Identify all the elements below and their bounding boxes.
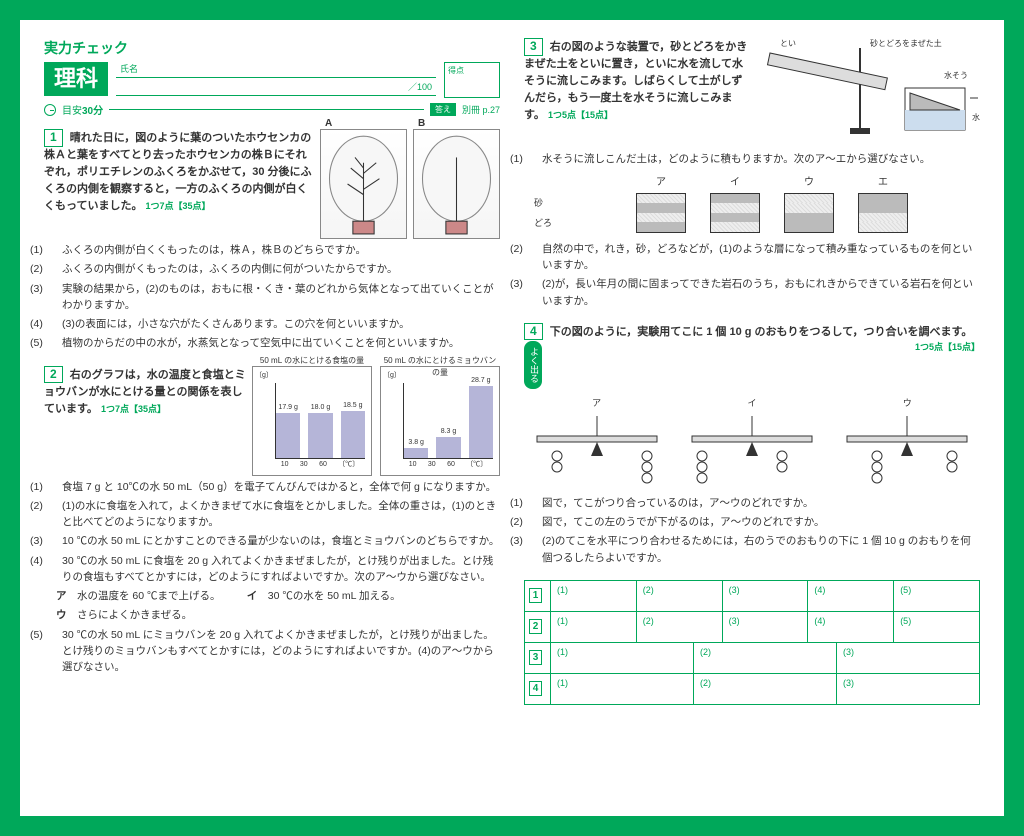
answer-cell[interactable]: (5) (894, 581, 979, 611)
q2-2: (2)(1)の水に食塩を入れて，よくかきまぜて水に食塩をとかしました。全体の重さ… (44, 498, 500, 531)
answer-cell[interactable]: (3) (837, 643, 979, 673)
name-field[interactable]: 氏名 (116, 62, 436, 78)
chart-figures: 50 mL の水にとける食塩の量 〔g〕 17.9 g18.0 g18.5 g … (252, 366, 500, 476)
plant-figure: A B (320, 129, 500, 239)
q1-number: 1 (44, 129, 63, 147)
apparatus-figure: とい 砂とどろをまぜた土 水そう 水 (760, 38, 980, 148)
question-1: A B 1 晴れた日に，図のように葉のついたホウセンカの株Ａと葉をすべてとり去っ… (44, 129, 500, 352)
answer-cell[interactable]: (3) (837, 674, 979, 704)
q4-number: 4 (524, 323, 543, 341)
check-title: 実力チェック (44, 38, 500, 58)
q4-1: (1)図で，てこがつり合っているのは，ア〜ウのどれですか。 (524, 495, 980, 511)
answer-cell[interactable]: (1) (551, 643, 694, 673)
q4-3: (3)(2)のてこを水平につり合わせるためには，右のうでのおもりの下に 1 個 … (524, 533, 980, 566)
lever-figures: ア イ ウ (524, 397, 980, 487)
answer-grid[interactable]: 1(1)(2)(3)(4)(5)2(1)(2)(3)(4)(5)3(1)(2)(… (524, 580, 980, 705)
q2-points: 1つ7点【35点】 (101, 404, 166, 414)
q1-1: (1)ふくろの内側が白くくもったのは，株Ａ，株Ｂのどちらですか。 (44, 242, 500, 258)
answer-cell[interactable]: (3) (723, 581, 809, 611)
q1-5: (5)植物のからだの中の水が，水蒸気となって空気中に出ていくことを何といいますか… (44, 335, 500, 351)
answer-cell[interactable]: (3) (723, 612, 809, 642)
q3-number: 3 (524, 38, 543, 56)
q4-points: 1つ5点【15点】 (915, 341, 980, 355)
right-column: とい 砂とどろをまぜた土 水そう 水 3 右の図のような装置で，砂とどろをかきま… (524, 38, 980, 798)
time-label: 目安30分 (62, 102, 103, 117)
bar: 18.0 g (308, 413, 332, 458)
q4-2: (2)図で，てこの左のうでが下がるのは，ア〜ウのどれですか。 (524, 514, 980, 530)
answer-cell[interactable]: (2) (637, 612, 723, 642)
q3-1: (1)水そうに流しこんだ土は，どのように積もりますか。次のア〜エから選びなさい。 (524, 151, 980, 167)
q2-3: (3)10 ℃の水 50 mL にとかすことのできる量が少ないのは，食塩とミョウ… (44, 533, 500, 549)
bar: 28.7 g (469, 386, 493, 458)
worksheet-page: 実力チェック 理科 氏名 ／100 得点 目安30分 答え 別冊 p.27 (20, 20, 1004, 816)
question-4: 4 下の図のように，実験用てこに 1 個 10 g のおもりをつるして，つり合い… (524, 323, 980, 566)
answer-cell[interactable]: (2) (694, 643, 837, 673)
clock-icon (44, 104, 56, 116)
answer-cell[interactable]: (4) (808, 581, 894, 611)
header: 実力チェック 理科 氏名 ／100 得点 目安30分 答え 別冊 p.27 (44, 38, 500, 117)
answer-badge: 答え (430, 103, 456, 116)
answer-cell[interactable]: (2) (637, 581, 723, 611)
answer-cell[interactable]: (1) (551, 674, 694, 704)
answer-cell[interactable]: (4) (808, 612, 894, 642)
left-column: 実力チェック 理科 氏名 ／100 得点 目安30分 答え 別冊 p.27 (44, 38, 500, 798)
q3-3: (3)(2)が，長い年月の間に固まってできた岩石のうち，おもにれきからできている… (524, 276, 980, 309)
frequent-badge: よく出る (524, 341, 542, 389)
q4-head: 下の図のように，実験用てこに 1 個 10 g のおもりをつるして，つり合いを調… (550, 326, 973, 338)
score-box[interactable]: 得点 (444, 62, 500, 98)
subject-box: 理科 (44, 62, 108, 96)
question-2: 50 mL の水にとける食塩の量 〔g〕 17.9 g18.0 g18.5 g … (44, 366, 500, 676)
answer-cell[interactable]: (1) (551, 612, 637, 642)
q3-points: 1つ5点【15点】 (548, 110, 613, 120)
question-3: とい 砂とどろをまぜた土 水そう 水 3 右の図のような装置で，砂とどろをかきま… (524, 38, 980, 309)
q1-3: (3)実験の結果から，(2)のものは，おもに根・くき・葉のどれから気体となって出… (44, 281, 500, 314)
q2-number: 2 (44, 366, 63, 384)
answer-ref: 別冊 p.27 (462, 103, 500, 116)
answer-cell[interactable]: (1) (551, 581, 637, 611)
q3-2: (2)自然の中で，れき，砂，どろなどが，(1)のような層になって積み重なっている… (524, 241, 980, 274)
bar: 17.9 g (276, 413, 300, 458)
answer-cell[interactable]: (2) (694, 674, 837, 704)
score-max: ／100 (116, 80, 436, 96)
q1-2: (2)ふくろの内側がくもったのは，ふくろの内側に何がついたからですか。 (44, 261, 500, 277)
q2-5: (5)30 ℃の水 50 mL にミョウバンを 20 g 入れてよくかきまぜまし… (44, 627, 500, 676)
q2-1: (1)食塩 7 g と 10℃の水 50 mL（50 g）を電子てんびんではかる… (44, 479, 500, 495)
bar: 8.3 g (436, 437, 460, 458)
answer-cell[interactable]: (5) (894, 612, 979, 642)
q1-4: (4)(3)の表面には，小さな穴がたくさんあります。この穴を何といいますか。 (44, 316, 500, 332)
layer-choices: ア イ ウ エ (564, 175, 980, 233)
alum-chart: 50 mL の水にとけるミョウバンの量 〔g〕 3.8 g8.3 g28.7 g… (380, 366, 500, 476)
q2-4: (4)30 ℃の水 50 mL に食塩を 20 g 入れてよくかきまぜましたが，… (44, 553, 500, 586)
bar: 3.8 g (404, 448, 428, 458)
q1-points: 1つ7点【35点】 (146, 201, 211, 211)
bar: 18.5 g (341, 411, 365, 458)
salt-chart: 50 mL の水にとける食塩の量 〔g〕 17.9 g18.0 g18.5 g … (252, 366, 372, 476)
